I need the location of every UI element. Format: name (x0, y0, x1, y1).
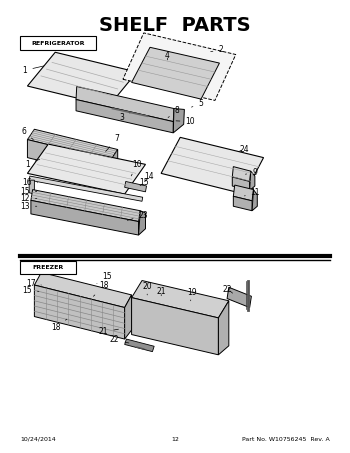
Polygon shape (161, 137, 264, 194)
Text: 10/24/2014: 10/24/2014 (21, 437, 56, 442)
Polygon shape (125, 295, 132, 339)
Text: FREEZER: FREEZER (32, 265, 64, 270)
Text: 17: 17 (26, 279, 41, 288)
Polygon shape (29, 180, 34, 194)
Polygon shape (132, 298, 218, 355)
Text: 14: 14 (145, 173, 154, 182)
Polygon shape (132, 47, 219, 99)
Text: 15: 15 (22, 286, 39, 295)
FancyBboxPatch shape (20, 261, 76, 274)
Polygon shape (125, 182, 147, 192)
Polygon shape (111, 149, 118, 178)
Polygon shape (132, 280, 229, 318)
Text: 10: 10 (176, 117, 195, 126)
Polygon shape (227, 287, 251, 308)
Text: 15: 15 (140, 178, 149, 187)
Text: 1: 1 (25, 159, 40, 169)
Text: 15: 15 (20, 187, 37, 196)
Text: 7: 7 (106, 134, 119, 151)
Text: 3: 3 (120, 113, 130, 122)
Text: 6: 6 (21, 127, 33, 140)
Text: 22: 22 (223, 284, 233, 294)
Text: 5: 5 (191, 99, 203, 108)
Text: 1: 1 (23, 66, 44, 75)
Polygon shape (29, 176, 143, 201)
Polygon shape (125, 339, 154, 352)
Polygon shape (232, 177, 250, 190)
Polygon shape (76, 100, 173, 133)
Text: 15: 15 (97, 272, 112, 284)
Text: 19: 19 (187, 288, 197, 301)
Text: 22: 22 (110, 336, 129, 344)
Polygon shape (250, 171, 255, 190)
Polygon shape (31, 200, 139, 235)
Polygon shape (123, 33, 236, 101)
Text: 16: 16 (22, 178, 37, 187)
Polygon shape (232, 167, 251, 182)
Text: 10: 10 (131, 160, 142, 176)
Polygon shape (218, 301, 229, 355)
Polygon shape (27, 144, 146, 194)
Text: 21: 21 (99, 328, 118, 336)
Polygon shape (27, 140, 111, 178)
Text: 18: 18 (93, 281, 109, 296)
Text: SHELF  PARTS: SHELF PARTS (99, 16, 251, 35)
Text: 21: 21 (156, 287, 166, 296)
Polygon shape (76, 87, 174, 121)
Text: 13: 13 (20, 202, 37, 211)
Text: 2: 2 (211, 45, 223, 54)
Polygon shape (31, 190, 140, 222)
Polygon shape (252, 190, 257, 211)
Text: 9: 9 (245, 168, 257, 177)
Polygon shape (173, 109, 184, 133)
Text: 11: 11 (244, 188, 260, 197)
Text: REFRIGERATOR: REFRIGERATOR (31, 41, 85, 46)
Polygon shape (233, 185, 253, 201)
Polygon shape (27, 129, 118, 160)
Text: 20: 20 (142, 282, 152, 295)
Text: 18: 18 (51, 319, 67, 332)
FancyBboxPatch shape (20, 36, 96, 50)
Text: 4: 4 (165, 51, 170, 60)
Text: Part No. W10756245  Rev. A: Part No. W10756245 Rev. A (242, 437, 329, 442)
Text: 8: 8 (168, 106, 179, 117)
Polygon shape (233, 196, 252, 211)
Text: 12: 12 (20, 194, 37, 203)
Text: 12: 12 (171, 437, 179, 442)
Polygon shape (34, 272, 132, 308)
Text: 23: 23 (127, 211, 148, 220)
Polygon shape (27, 52, 137, 106)
Text: 24: 24 (239, 145, 249, 154)
Polygon shape (139, 211, 146, 235)
Polygon shape (34, 285, 125, 339)
